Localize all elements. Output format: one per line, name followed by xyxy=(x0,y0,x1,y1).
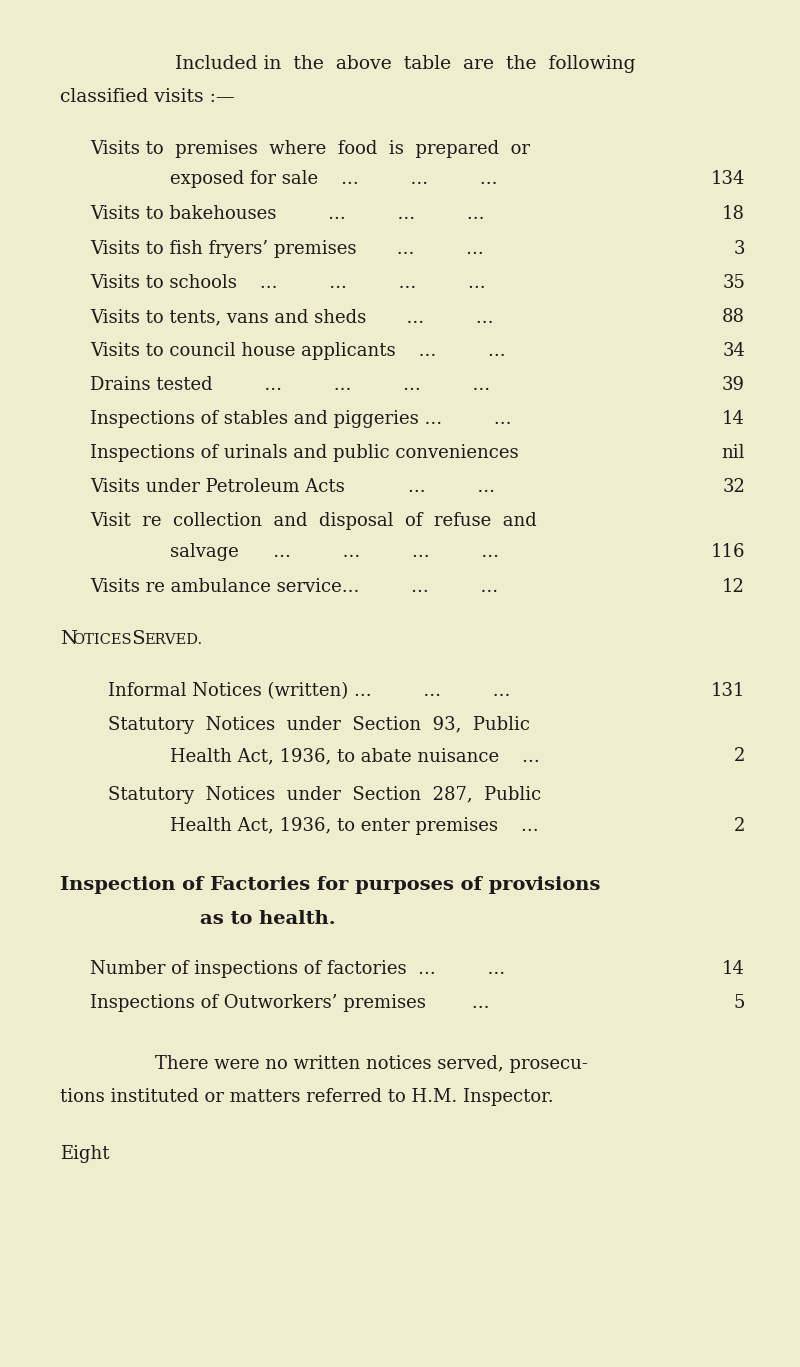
Text: 32: 32 xyxy=(722,478,745,496)
Text: There were no written notices served, prosecu-: There were no written notices served, pr… xyxy=(155,1055,588,1073)
Text: 34: 34 xyxy=(722,342,745,360)
Text: 5: 5 xyxy=(734,994,745,1012)
Text: ERVED.: ERVED. xyxy=(144,633,202,647)
Text: 35: 35 xyxy=(722,273,745,293)
Text: Eight: Eight xyxy=(60,1146,110,1163)
Text: as to health.: as to health. xyxy=(200,910,336,928)
Text: Health Act, 1936, to enter premises    ...: Health Act, 1936, to enter premises ... xyxy=(170,817,556,835)
Text: salvage      ...         ...         ...         ...: salvage ... ... ... ... xyxy=(170,543,516,560)
Text: Number of inspections of factories  ...         ...: Number of inspections of factories ... .… xyxy=(90,960,522,977)
Text: 116: 116 xyxy=(710,543,745,560)
Text: 88: 88 xyxy=(722,308,745,325)
Text: Visits under Petroleum Acts           ...         ...: Visits under Petroleum Acts ... ... xyxy=(90,478,512,496)
Text: Statutory  Notices  under  Section  93,  Public: Statutory Notices under Section 93, Publ… xyxy=(108,716,530,734)
Text: 14: 14 xyxy=(722,960,745,977)
Text: Inspections of urinals and public conveniences: Inspections of urinals and public conven… xyxy=(90,444,536,462)
Text: Inspections of Outworkers’ premises        ...: Inspections of Outworkers’ premises ... xyxy=(90,994,506,1012)
Text: Inspections of stables and piggeries ...         ...: Inspections of stables and piggeries ...… xyxy=(90,410,529,428)
Text: nil: nil xyxy=(722,444,745,462)
Text: Inspection of Factories for purposes of provisions: Inspection of Factories for purposes of … xyxy=(60,876,600,894)
Text: 3: 3 xyxy=(734,241,745,258)
Text: Health Act, 1936, to abate nuisance    ...: Health Act, 1936, to abate nuisance ... xyxy=(170,746,557,766)
Text: 18: 18 xyxy=(722,205,745,223)
Text: 12: 12 xyxy=(722,578,745,596)
Text: Informal Notices (written) ...         ...         ...: Informal Notices (written) ... ... ... xyxy=(108,682,528,700)
Text: Drains tested         ...         ...         ...         ...: Drains tested ... ... ... ... xyxy=(90,376,507,394)
Text: Visits to fish fryers’ premises       ...         ...: Visits to fish fryers’ premises ... ... xyxy=(90,241,501,258)
Text: 2: 2 xyxy=(734,817,745,835)
Text: Visit  re  collection  and  disposal  of  refuse  and: Visit re collection and disposal of refu… xyxy=(90,513,537,530)
Text: 2: 2 xyxy=(734,746,745,766)
Text: Visits to schools    ...         ...         ...         ...: Visits to schools ... ... ... ... xyxy=(90,273,503,293)
Text: Included in  the  above  table  are  the  following: Included in the above table are the foll… xyxy=(175,55,635,72)
Text: Visits to council house applicants    ...         ...: Visits to council house applicants ... .… xyxy=(90,342,523,360)
Text: classified visits :—: classified visits :— xyxy=(60,87,234,107)
Text: Visits to tents, vans and sheds       ...         ...: Visits to tents, vans and sheds ... ... xyxy=(90,308,510,325)
Text: S: S xyxy=(126,630,146,648)
Text: tions instituted or matters referred to H.M. Inspector.: tions instituted or matters referred to … xyxy=(60,1088,554,1106)
Text: 131: 131 xyxy=(710,682,745,700)
Text: 39: 39 xyxy=(722,376,745,394)
Text: 134: 134 xyxy=(710,170,745,189)
Text: N: N xyxy=(60,630,77,648)
Text: OTICES: OTICES xyxy=(72,633,132,647)
Text: 14: 14 xyxy=(722,410,745,428)
Text: Visits to  premises  where  food  is  prepared  or: Visits to premises where food is prepare… xyxy=(90,139,530,159)
Text: Statutory  Notices  under  Section  287,  Public: Statutory Notices under Section 287, Pub… xyxy=(108,786,542,804)
Text: Visits re ambulance service...         ...         ...: Visits re ambulance service... ... ... xyxy=(90,578,515,596)
Text: Visits to bakehouses         ...         ...         ...: Visits to bakehouses ... ... ... xyxy=(90,205,502,223)
Text: exposed for sale    ...         ...         ...: exposed for sale ... ... ... xyxy=(170,170,514,189)
